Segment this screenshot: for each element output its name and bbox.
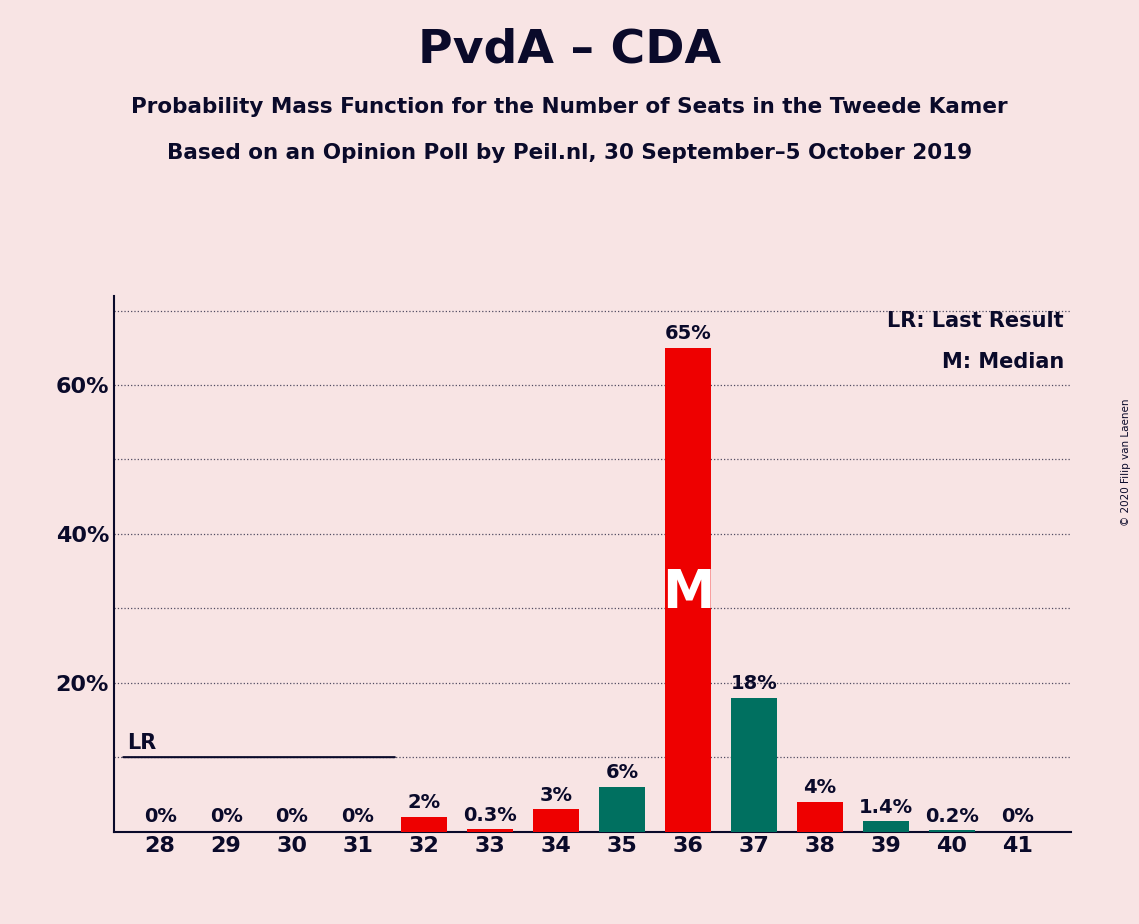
Text: 3%: 3% — [540, 785, 573, 805]
Text: 0.2%: 0.2% — [925, 807, 978, 826]
Text: M: M — [662, 567, 714, 619]
Text: 0.3%: 0.3% — [464, 806, 517, 825]
Text: LR: LR — [128, 734, 156, 753]
Text: 18%: 18% — [730, 675, 777, 693]
Text: 0%: 0% — [342, 807, 375, 826]
Text: 0%: 0% — [144, 807, 177, 826]
Text: LR: Last Result: LR: Last Result — [887, 310, 1064, 331]
Text: © 2020 Filip van Laenen: © 2020 Filip van Laenen — [1121, 398, 1131, 526]
Text: 0%: 0% — [210, 807, 243, 826]
Text: 0%: 0% — [276, 807, 309, 826]
Text: Probability Mass Function for the Number of Seats in the Tweede Kamer: Probability Mass Function for the Number… — [131, 97, 1008, 117]
Bar — [599, 787, 645, 832]
Text: PvdA – CDA: PvdA – CDA — [418, 28, 721, 73]
Text: 0%: 0% — [1001, 807, 1034, 826]
Bar — [665, 347, 711, 832]
Text: 4%: 4% — [803, 778, 836, 797]
Text: Based on an Opinion Poll by Peil.nl, 30 September–5 October 2019: Based on an Opinion Poll by Peil.nl, 30 … — [167, 143, 972, 164]
Bar — [401, 817, 448, 832]
Bar — [731, 698, 777, 832]
Text: 65%: 65% — [664, 324, 712, 344]
Text: 1.4%: 1.4% — [859, 797, 913, 817]
Bar — [797, 802, 843, 832]
Bar — [928, 830, 975, 832]
Text: M: Median: M: Median — [942, 351, 1064, 371]
Bar — [863, 821, 909, 832]
Bar — [533, 809, 579, 832]
Bar — [467, 830, 513, 832]
Text: 6%: 6% — [606, 763, 639, 783]
Text: 2%: 2% — [408, 793, 441, 812]
